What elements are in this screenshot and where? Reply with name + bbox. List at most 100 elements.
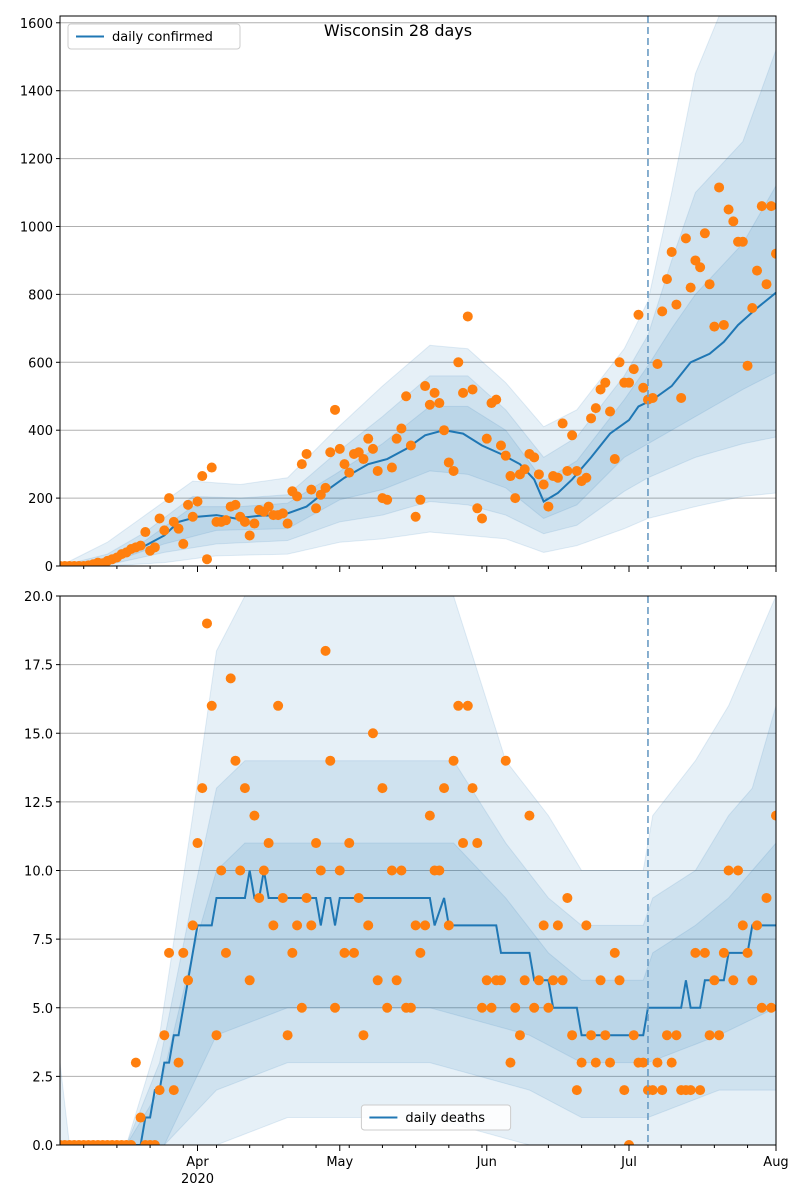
observed-point-56 xyxy=(320,482,331,493)
observed-point-17 xyxy=(135,540,146,551)
observed-point-53 xyxy=(306,920,317,931)
legend-label: daily confirmed xyxy=(112,30,213,45)
observed-point-128 xyxy=(661,1030,672,1041)
observed-point-107 xyxy=(562,892,573,903)
ytick-label-5: 12.5 xyxy=(24,796,53,811)
observed-point-18 xyxy=(140,527,151,538)
observed-point-46 xyxy=(273,700,284,711)
observed-point-101 xyxy=(533,469,544,480)
observed-point-103 xyxy=(543,501,554,512)
observed-point-146 xyxy=(747,302,758,313)
observed-point-72 xyxy=(396,865,407,876)
ytick-label-1: 2.5 xyxy=(32,1070,53,1085)
observed-point-26 xyxy=(178,538,189,549)
observed-point-91 xyxy=(486,1002,497,1013)
observed-point-77 xyxy=(420,920,431,931)
observed-point-55 xyxy=(315,865,326,876)
observed-point-25 xyxy=(173,1057,184,1068)
observed-point-22 xyxy=(159,525,170,536)
observed-point-90 xyxy=(481,433,492,444)
observed-point-95 xyxy=(505,1057,516,1068)
xtick-label-0: Apr xyxy=(186,1155,209,1170)
observed-point-96 xyxy=(510,1002,521,1013)
observed-point-147 xyxy=(752,920,763,931)
observed-point-64 xyxy=(358,1030,369,1041)
observed-point-116 xyxy=(605,1057,616,1068)
observed-point-136 xyxy=(699,947,710,958)
ytick-label-8: 20.0 xyxy=(24,590,53,605)
observed-point-61 xyxy=(344,838,355,849)
observed-point-106 xyxy=(557,975,568,986)
observed-point-24 xyxy=(168,1085,179,1096)
observed-point-141 xyxy=(723,204,734,215)
observed-point-58 xyxy=(330,404,341,415)
confirmed-panel: 0 200 400 600 800 1000 1200 1400 1600 daily confi… xyxy=(20,15,777,575)
ytick-label-4: 10.0 xyxy=(24,865,53,880)
ytick-label-6: 15.0 xyxy=(24,727,53,742)
observed-point-56 xyxy=(320,645,331,656)
observed-point-78 xyxy=(424,810,435,821)
observed-point-71 xyxy=(391,433,402,444)
observed-point-89 xyxy=(477,513,488,524)
observed-point-41 xyxy=(249,810,260,821)
observed-point-128 xyxy=(661,274,672,285)
observed-point-138 xyxy=(709,975,720,986)
observed-point-86 xyxy=(462,700,473,711)
observed-point-32 xyxy=(206,462,217,473)
observed-point-94 xyxy=(500,755,511,766)
observed-point-111 xyxy=(581,472,592,483)
observed-point-37 xyxy=(230,499,241,510)
observed-point-92 xyxy=(491,394,502,405)
observed-point-89 xyxy=(477,1002,488,1013)
observed-point-36 xyxy=(225,673,236,684)
deaths-panel: 0.0 2.5 5.0 7.5 10.0 12.5 15.0 17.5 20.0 Apr 2020 M… xyxy=(24,590,789,1187)
ytick-label-2: 400 xyxy=(28,424,53,439)
observed-point-50 xyxy=(292,491,303,502)
observed-point-58 xyxy=(330,1002,341,1013)
legend-confirmed: daily confirmed xyxy=(67,23,241,50)
observed-point-75 xyxy=(410,920,421,931)
observed-point-23 xyxy=(164,493,175,504)
ytick-label-0: 0.0 xyxy=(32,1139,53,1154)
observed-point-66 xyxy=(367,443,378,454)
observed-point-87 xyxy=(467,384,478,395)
observed-point-78 xyxy=(424,399,435,410)
observed-point-139 xyxy=(714,182,725,193)
observed-point-81 xyxy=(439,783,450,794)
observed-point-118 xyxy=(614,975,625,986)
observed-point-53 xyxy=(306,484,317,495)
observed-point-109 xyxy=(571,465,582,476)
observed-point-133 xyxy=(685,1085,696,1096)
observed-point-30 xyxy=(197,783,208,794)
xtick-label-4: Aug xyxy=(763,1155,788,1170)
observed-point-115 xyxy=(600,377,611,388)
observed-point-148 xyxy=(756,1002,767,1013)
observed-point-143 xyxy=(733,865,744,876)
observed-point-61 xyxy=(344,467,355,478)
observed-point-111 xyxy=(581,920,592,931)
observed-point-37 xyxy=(230,755,241,766)
observed-point-72 xyxy=(396,423,407,434)
observed-point-135 xyxy=(695,262,706,273)
observed-point-77 xyxy=(420,381,431,392)
observed-point-125 xyxy=(647,1085,658,1096)
observed-point-22 xyxy=(159,1030,170,1041)
observed-point-65 xyxy=(363,433,374,444)
observed-point-108 xyxy=(567,430,578,441)
ytick-label-1: 200 xyxy=(28,492,53,507)
observed-point-20 xyxy=(149,542,160,553)
legend-box xyxy=(360,1104,512,1131)
observed-point-69 xyxy=(382,494,393,505)
observed-point-121 xyxy=(628,364,639,375)
observed-point-21 xyxy=(154,1085,165,1096)
observed-point-85 xyxy=(458,387,469,398)
observed-point-64 xyxy=(358,454,369,465)
observed-point-96 xyxy=(510,493,521,504)
observed-point-112 xyxy=(586,413,597,424)
observed-point-87 xyxy=(467,783,478,794)
observed-point-57 xyxy=(325,755,336,766)
observed-point-47 xyxy=(277,892,288,903)
observed-point-73 xyxy=(401,391,412,402)
observed-point-68 xyxy=(377,783,388,794)
